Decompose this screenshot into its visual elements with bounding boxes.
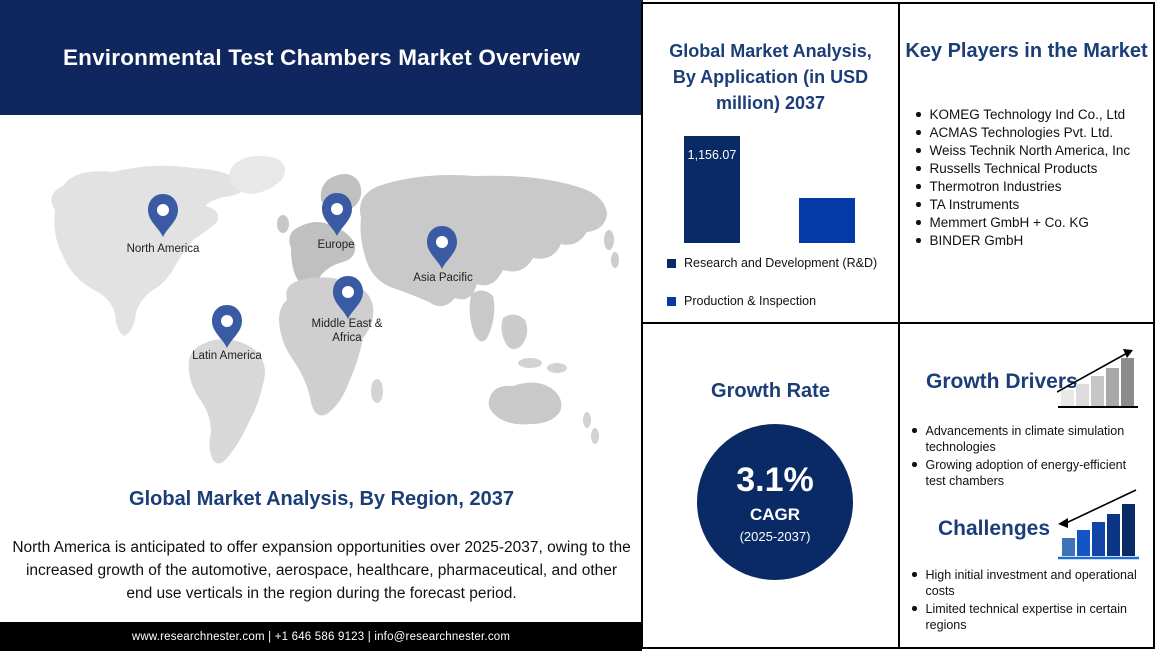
key-player-item: TA Instruments: [916, 196, 1146, 214]
growth-drivers-heading: Growth Drivers: [926, 370, 1078, 393]
legend-swatch-production: [667, 296, 676, 306]
challenge-item: High initial investment and operational …: [912, 568, 1140, 599]
bullet-icon: [916, 166, 921, 171]
key-player-item: KOMEG Technology Ind Co., Ltd: [916, 106, 1146, 124]
challenges-heading: Challenges: [938, 517, 1051, 540]
application-bar-chart: 1,156.07: [684, 136, 874, 243]
key-players-panel: Key Players in the Market KOMEG Technolo…: [898, 2, 1155, 324]
growth-driver-item: Growing adoption of energy-efficient tes…: [912, 458, 1140, 489]
continent-north-america: [51, 165, 244, 336]
cagr-label: CAGR: [749, 504, 801, 524]
pin-middle-east-africa: [333, 276, 363, 319]
pin-north-america: [148, 194, 178, 237]
bullet-icon: [916, 220, 921, 225]
application-chart-heading: Global Market Analysis, By Application (…: [669, 41, 872, 113]
key-players-heading: Key Players in the Market: [905, 40, 1148, 62]
map-label-north-america: North America: [126, 243, 200, 255]
island-japan-2: [611, 252, 619, 268]
world-map: North America Europe Asia Pacific Middle…: [25, 148, 637, 480]
map-label-europe: Europe: [317, 239, 355, 251]
bullet-icon: [912, 428, 917, 433]
continent-australia: [488, 382, 562, 425]
island-new-zealand-2: [591, 428, 599, 444]
key-player-item: Weiss Technik North America, Inc: [916, 142, 1146, 160]
key-player-name: ACMAS Technologies Pvt. Ltd.: [929, 125, 1114, 140]
challenge-item: Limited technical expertise in certain r…: [912, 602, 1140, 633]
key-player-item: Thermotron Industries: [916, 178, 1146, 196]
continent-europe: [289, 222, 356, 286]
cagr-period: (2025-2037): [739, 528, 811, 544]
bullet-icon: [912, 572, 917, 577]
header-bar: Environmental Test Chambers Market Overv…: [0, 0, 643, 115]
map-label-latin-america: Latin America: [192, 350, 262, 362]
key-player-name: Weiss Technik North America, Inc: [929, 143, 1131, 158]
key-player-name: TA Instruments: [929, 197, 1020, 212]
legend-swatch-rnd: [667, 258, 676, 268]
key-player-name: KOMEG Technology Ind Co., Ltd: [929, 107, 1126, 122]
rising-bar-chart-icon: [1057, 349, 1138, 408]
challenge-text: Limited technical expertise in certain r…: [925, 602, 1128, 632]
challenges-list: High initial investment and operational …: [912, 568, 1140, 636]
key-player-item: Memmert GmbH + Co. KG: [916, 214, 1146, 232]
island-indonesia-2: [547, 363, 567, 373]
key-players-list: KOMEG Technology Ind Co., Ltd ACMAS Tech…: [916, 106, 1146, 250]
cagr-circle: 3.1% CAGR (2025-2037): [697, 424, 853, 580]
application-chart-panel: Global Market Analysis, By Application (…: [641, 2, 900, 324]
bullet-icon: [916, 148, 921, 153]
key-player-name: Thermotron Industries: [929, 179, 1062, 194]
bullet-icon: [916, 202, 921, 207]
page-title: Environmental Test Chambers Market Overv…: [62, 44, 581, 70]
bullet-icon: [912, 606, 917, 611]
bullet-icon: [912, 462, 917, 467]
pin-asia-pacific: [427, 226, 457, 269]
growth-rate-heading: Growth Rate: [711, 380, 830, 402]
island-madagascar: [371, 379, 383, 403]
bar-research-development: 1,156.07: [684, 136, 740, 243]
bullet-icon: [916, 112, 921, 117]
bar-production-inspection: [799, 198, 855, 243]
bar-value-label: 1,156.07: [687, 148, 737, 162]
footer-bar: www.researchnester.com | +1 646 586 9123…: [0, 622, 642, 651]
key-player-item: Russells Technical Products: [916, 160, 1146, 178]
growth-driver-item: Advancements in climate simulation techn…: [912, 424, 1140, 455]
pin-europe: [322, 193, 352, 236]
key-player-item: ACMAS Technologies Pvt. Ltd.: [916, 124, 1146, 142]
region-india: [469, 290, 495, 342]
legend-item-production: Production & Inspection: [667, 294, 816, 308]
world-map-svg: [51, 155, 619, 464]
map-label-middle-east-africa: Middle East & Africa: [311, 318, 383, 344]
cagr-value: 3.1%: [736, 460, 814, 499]
continent-south-america: [188, 339, 265, 464]
island-uk: [277, 215, 289, 233]
island-new-zealand-1: [583, 412, 591, 428]
bullet-icon: [916, 130, 921, 135]
growth-rate-panel: Growth Rate 3.1% CAGR (2025-2037): [641, 322, 900, 649]
key-player-item: BINDER GmbH: [916, 232, 1146, 250]
growth-drivers-list: Advancements in climate simulation techn…: [912, 424, 1140, 492]
drivers-challenges-panel: Growth Drivers Advancements in climate s…: [898, 322, 1155, 649]
region-section-paragraph: North America is anticipated to offer ex…: [12, 539, 631, 602]
island-japan-1: [604, 230, 614, 250]
legend-label-production: Production & Inspection: [684, 294, 817, 308]
challenge-text: High initial investment and operational …: [925, 568, 1137, 598]
map-label-asia-pacific: Asia Pacific: [413, 272, 473, 284]
legend-item-rnd: Research and Development (R&D): [667, 256, 877, 270]
growth-driver-text: Growing adoption of energy-efficient tes…: [925, 458, 1127, 488]
island-indonesia-1: [518, 358, 542, 368]
key-player-name: Russells Technical Products: [929, 161, 1098, 176]
continent-greenland: [229, 155, 285, 194]
bullet-icon: [916, 184, 921, 189]
key-player-name: BINDER GmbH: [929, 233, 1024, 248]
bullet-icon: [916, 238, 921, 243]
region-section-heading: Global Market Analysis, By Region, 2037: [129, 488, 514, 510]
legend-label-rnd: Research and Development (R&D): [684, 256, 878, 270]
growth-driver-text: Advancements in climate simulation techn…: [925, 424, 1125, 454]
key-player-name: Memmert GmbH + Co. KG: [929, 215, 1089, 230]
footer-contact-text: www.researchnester.com | +1 646 586 9123…: [131, 630, 511, 643]
continent-asia: [360, 175, 607, 307]
rising-blue-bar-chart-icon: [1058, 489, 1139, 560]
region-southeast-asia: [501, 314, 528, 350]
pin-latin-america: [212, 305, 242, 348]
